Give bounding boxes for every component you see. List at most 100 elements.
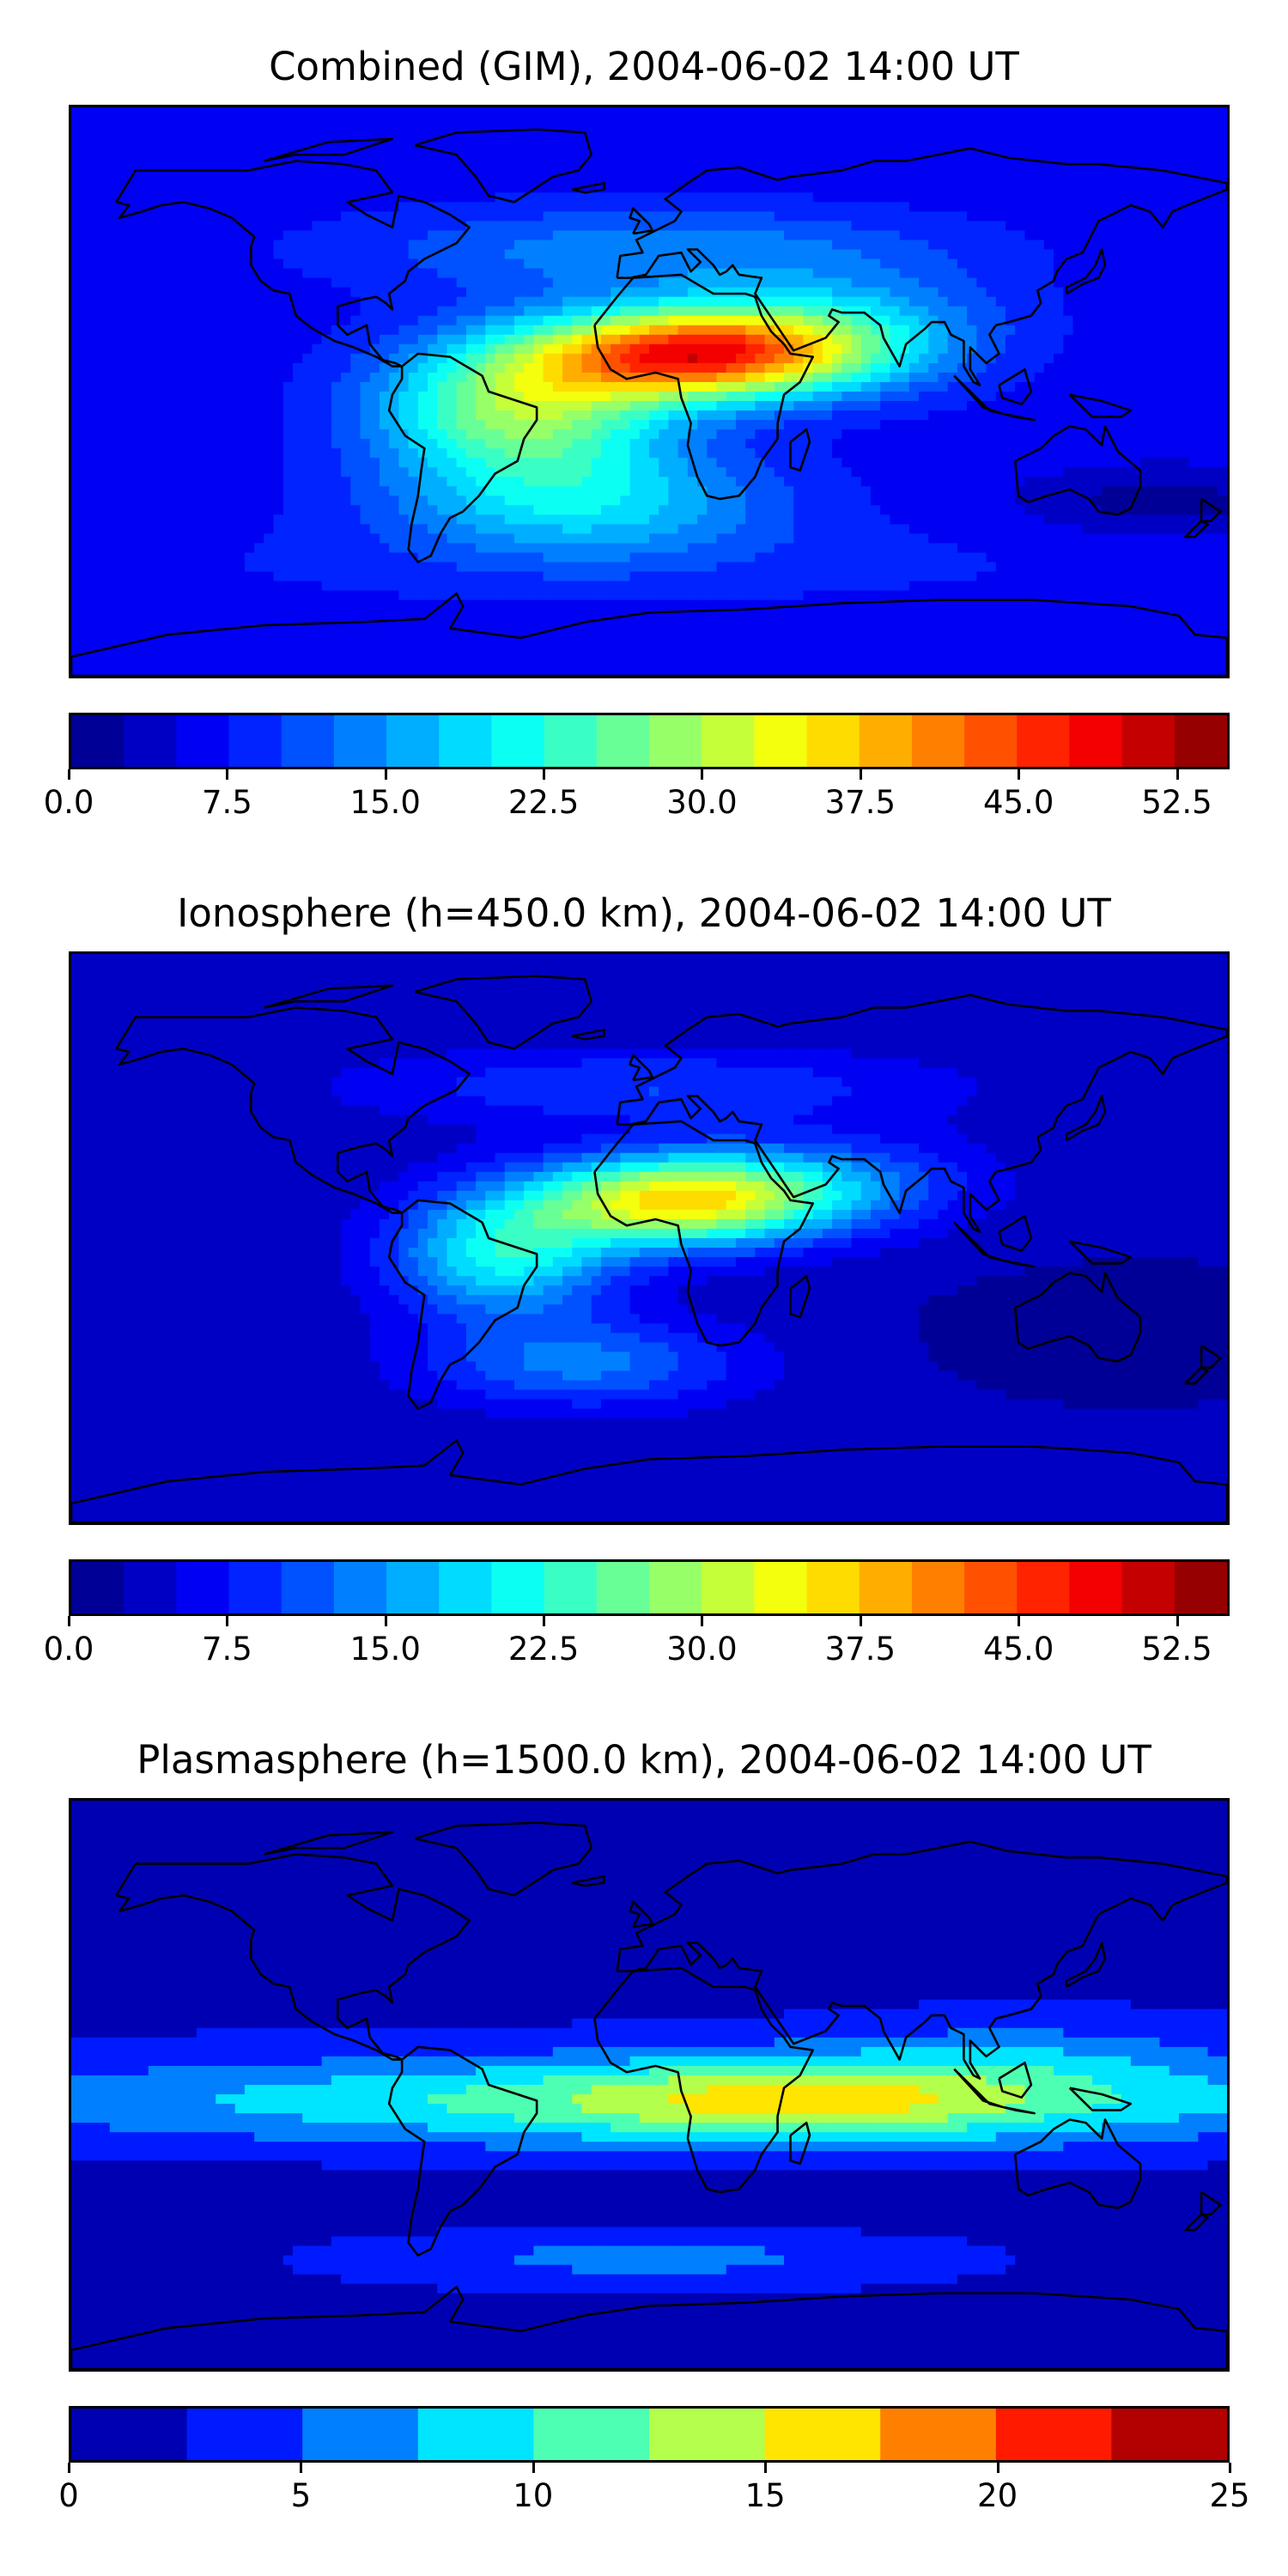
tec-field-cell xyxy=(379,107,391,118)
tec-field-cell xyxy=(398,249,410,260)
tec-field-cell xyxy=(1082,325,1094,336)
tec-field-cell xyxy=(1198,392,1209,403)
tec-field-cell xyxy=(639,486,651,497)
tec-field-cell xyxy=(1015,306,1026,317)
tec-field-cell xyxy=(764,401,775,412)
tec-field-cell xyxy=(957,258,969,270)
tec-field-cell xyxy=(581,211,592,222)
tec-field-cell xyxy=(572,258,583,270)
tec-field-cell xyxy=(533,343,544,355)
tec-field-cell xyxy=(841,202,853,213)
tec-field-cell xyxy=(109,381,121,393)
tec-field-cell xyxy=(408,249,419,260)
tec-field-cell xyxy=(812,155,824,166)
tec-field-cell xyxy=(1159,467,1170,478)
tec-field-cell xyxy=(572,467,583,478)
tec-field-cell xyxy=(177,145,188,156)
tec-field-cell xyxy=(129,268,140,279)
tec-field-cell xyxy=(562,183,574,194)
tec-field-cell xyxy=(225,486,236,497)
tec-field-cell xyxy=(552,107,564,118)
tec-field-cell xyxy=(908,173,920,185)
tec-field-cell xyxy=(543,258,554,270)
tec-field-cell xyxy=(1034,477,1046,488)
tec-field-cell xyxy=(947,458,959,469)
tec-field-cell xyxy=(812,287,824,298)
tec-field-cell xyxy=(186,221,197,232)
tec-field-cell xyxy=(206,173,217,185)
tec-field-cell xyxy=(216,183,227,194)
tec-field-cell xyxy=(71,392,82,403)
tec-field-cell xyxy=(908,202,920,213)
tec-field-cell xyxy=(1178,325,1190,336)
tec-field-cell xyxy=(986,155,997,166)
tec-field-cell xyxy=(196,155,208,166)
tec-field-cell xyxy=(629,277,641,289)
tec-field-cell xyxy=(562,343,574,355)
tec-field-cell xyxy=(812,353,824,365)
tec-field-cell xyxy=(1169,439,1181,450)
tec-field-cell xyxy=(485,164,496,175)
tec-field-cell xyxy=(465,325,477,336)
tec-field-cell xyxy=(465,458,477,469)
tec-field-cell xyxy=(504,362,516,374)
tec-field-cell xyxy=(283,277,295,289)
tec-field-cell xyxy=(1188,401,1200,412)
tec-field-cell xyxy=(841,325,853,336)
tec-field-cell xyxy=(138,477,149,488)
tec-field-cell xyxy=(302,429,313,440)
tec-field-cell xyxy=(572,277,583,289)
tec-field-cell xyxy=(870,448,882,459)
tec-field-cell xyxy=(109,306,121,317)
tec-field-cell xyxy=(1072,381,1084,393)
tec-field-cell xyxy=(543,429,554,440)
tec-field-cell xyxy=(697,325,708,336)
tec-field-cell xyxy=(1091,192,1103,204)
tec-field-cell xyxy=(1111,343,1122,355)
tec-field-cell xyxy=(1091,381,1103,393)
tec-field-cell xyxy=(600,420,612,431)
tec-field-cell xyxy=(986,192,997,204)
tec-field-cell xyxy=(735,230,747,241)
tec-field-cell xyxy=(995,439,1007,450)
tec-field-cell xyxy=(697,392,708,403)
tec-field-cell xyxy=(206,429,217,440)
tec-field-cell xyxy=(562,381,574,393)
tec-field-cell xyxy=(148,240,160,251)
tec-field-cell xyxy=(687,477,699,488)
tec-field-cell xyxy=(504,467,516,478)
tec-field-cell xyxy=(687,343,699,355)
tec-field-cell xyxy=(157,258,169,270)
tec-field-cell xyxy=(1072,353,1084,365)
tec-field-cell xyxy=(784,117,795,128)
tec-field-cell xyxy=(264,343,275,355)
tec-field-cell xyxy=(312,258,323,270)
tec-field-cell xyxy=(620,353,631,365)
tec-field-cell xyxy=(225,183,236,194)
tec-field-cell xyxy=(735,240,747,251)
tec-field-cell xyxy=(148,353,160,365)
tec-field-cell xyxy=(1043,306,1055,317)
tec-field-cell xyxy=(234,306,246,317)
tec-field-cell xyxy=(707,448,718,459)
tec-field-cell xyxy=(216,381,227,393)
tec-field-cell xyxy=(995,107,1007,118)
tec-field-cell xyxy=(138,211,149,222)
tec-field-cell xyxy=(1054,117,1065,128)
tec-field-cell xyxy=(1054,353,1065,365)
tec-field-cell xyxy=(552,117,564,128)
tec-field-cell xyxy=(995,477,1007,488)
tec-field-cell xyxy=(177,477,188,488)
tec-field-cell xyxy=(600,495,612,507)
tec-field-cell xyxy=(398,136,410,147)
tec-field-cell xyxy=(726,477,738,488)
tec-field-cell xyxy=(254,126,265,137)
tec-field-cell xyxy=(254,230,265,241)
tec-field-cell xyxy=(389,325,400,336)
tec-field-cell xyxy=(668,155,679,166)
tec-field-cell xyxy=(331,202,343,213)
tec-field-cell xyxy=(659,486,670,497)
tec-field-cell xyxy=(668,353,679,365)
tec-field-cell xyxy=(995,126,1007,137)
tec-field-cell xyxy=(870,126,882,137)
